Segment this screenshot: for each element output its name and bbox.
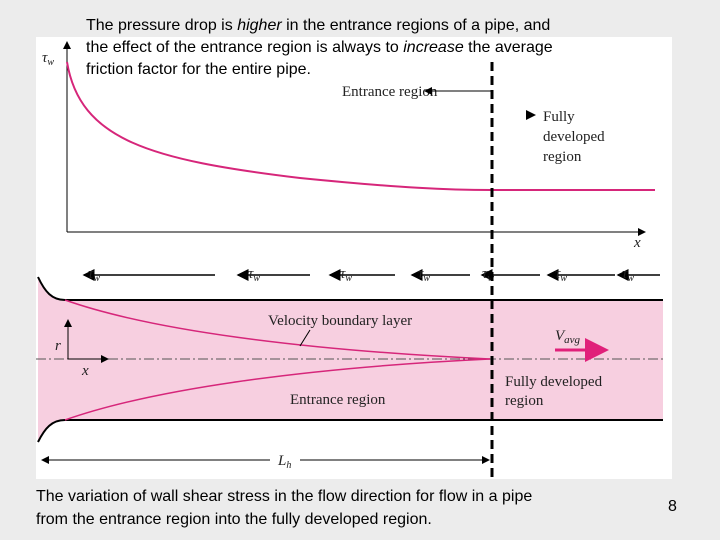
shear-label: τw: [555, 266, 567, 284]
boundary-layer-top: [64, 299, 491, 360]
header-line: the effect of the entrance region is alw…: [86, 39, 553, 56]
pipe-developed-label: Fully developed: [505, 374, 603, 390]
shear-label: τw: [418, 266, 430, 284]
shear-label: τw: [88, 266, 100, 284]
shear-label: τw: [622, 266, 634, 284]
pipe-entrance-label: Entrance region: [290, 392, 386, 408]
developed-arrow: [526, 110, 536, 120]
r-label: r: [55, 338, 61, 354]
boundary-layer-pointer: [299, 329, 311, 347]
shear-curve: [66, 61, 655, 191]
length-label: Lh: [277, 453, 291, 471]
shear-label: τw: [340, 266, 352, 284]
caption-line: from the entrance region into the fully …: [36, 511, 432, 528]
developed-label: developed: [543, 129, 605, 145]
caption-line: The variation of wall shear stress in th…: [36, 488, 532, 505]
header-line: The pressure drop is higher in the entra…: [86, 17, 550, 34]
plot-x-label: x: [633, 235, 641, 251]
entrance-label: Entrance region: [342, 84, 438, 100]
x-label: x: [81, 363, 89, 379]
pipe-wall-bottom: [37, 419, 663, 443]
developed-label: region: [543, 149, 582, 165]
boundary-layer-bottom: [64, 358, 491, 421]
developed-label: Fully: [543, 109, 575, 125]
boundary-layer-label: Velocity boundary layer: [268, 313, 412, 329]
pipe-wall-top: [37, 276, 663, 301]
velocity-label: Vavg: [555, 328, 581, 346]
plot-y-label: τw: [42, 50, 54, 68]
header-line: friction factor for the entire pipe.: [86, 61, 311, 78]
pipe-developed-label: region: [505, 393, 544, 409]
shear-label: τw: [248, 266, 260, 284]
page-number: 8: [668, 498, 677, 515]
